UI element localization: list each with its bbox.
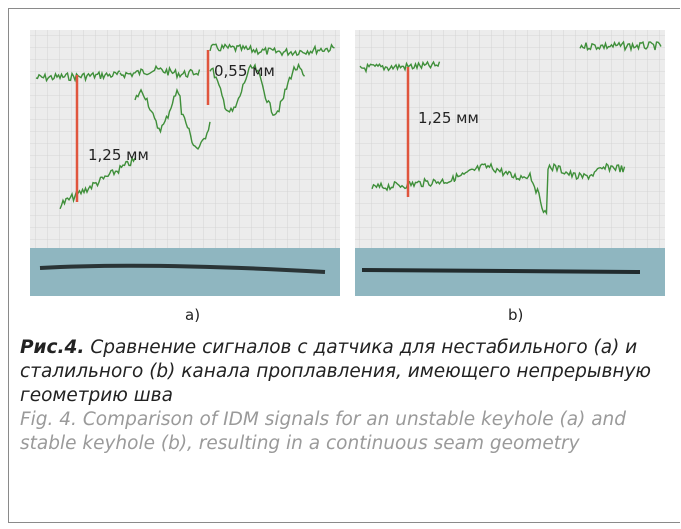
annotation: 0,55 мм (214, 62, 275, 80)
annotation: 1,25 мм (418, 109, 479, 127)
caption-label: Fig. 4. (20, 409, 77, 430)
annotation: 1,25 мм (88, 146, 149, 164)
panel-b: 1,25 мм b) (355, 30, 665, 324)
caption-en: Fig. 4. Comparison of IDM signals for an… (20, 408, 670, 456)
caption-text: Сравнение сигналов с датчика для нестаби… (20, 337, 651, 406)
grid (355, 30, 665, 248)
page: 1,25 мм 0,55 мм a) 1,25 мм b) Рис.4. Сра… (0, 0, 681, 529)
caption-ru: Рис.4. Сравнение сигналов с датчика для … (20, 336, 670, 408)
figure: 1,25 мм 0,55 мм a) 1,25 мм b) (0, 0, 681, 330)
seam (362, 270, 640, 272)
caption-label: Рис.4. (20, 337, 84, 358)
caption-text: Comparison of IDM signals for an unstabl… (20, 409, 626, 454)
panel-label: b) (508, 306, 523, 324)
panel-label: a) (185, 306, 200, 324)
panel-a: 1,25 мм 0,55 мм a) (30, 30, 340, 324)
caption: Рис.4. Сравнение сигналов с датчика для … (20, 336, 670, 456)
